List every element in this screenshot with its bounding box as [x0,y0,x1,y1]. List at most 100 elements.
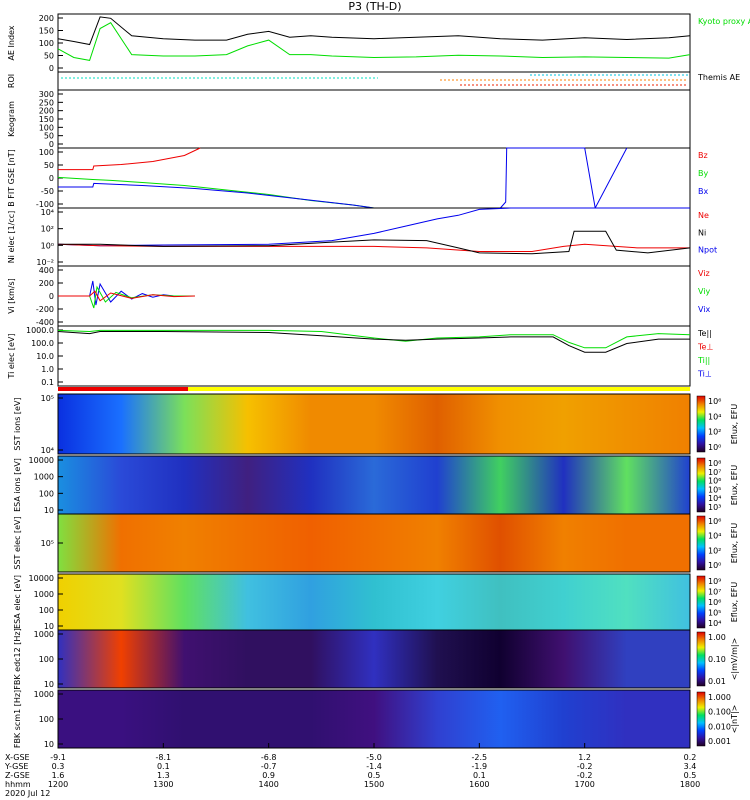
status-bar-red [58,387,188,391]
ephemeris-value: -1.9 [472,762,488,771]
y-tick-label: 10000 [29,574,54,583]
sst_ion-colorbar [696,395,706,453]
y-tick-label: 0 [49,64,54,73]
y-tick-label: 1.0 [41,365,54,374]
vi-panel-bg [58,266,690,326]
ti-series-te- [57,331,690,353]
ephemeris-value: 0.5 [684,771,697,780]
ephemeris-value: 0.3 [52,762,65,771]
esa_ion-colorbar [696,457,706,513]
ephemeris-value: 0.9 [262,771,275,780]
legend-entry: Kyoto proxy AE [698,17,750,26]
colorbar-tick-label: 10⁶ [708,397,721,406]
legend-entry: Ni [698,228,706,237]
y-tick-label: 0.1 [41,378,54,387]
legend-entry: Viz [698,269,710,278]
bfit-series-bx [58,147,628,210]
y-axis-label: ROI [7,74,16,88]
y-tick-label: 150 [39,27,54,36]
ni-panel-bg [58,208,690,266]
ae-series-kyoto-proxy-ae [57,22,691,61]
colorbar-label: <|mV/m|> [730,638,739,681]
colorbar-tick-label: 10⁸ [708,459,721,468]
ephemeris-label: hhmm [5,780,31,789]
ephemeris-value: -8.1 [156,753,172,762]
legend-entry: Viy [698,287,711,296]
ae-series-themis-ae [57,16,691,46]
y-tick-label: 1000 [34,630,54,639]
sst_ion-panel-frame [57,393,691,455]
y-axis-label: Keogram [7,101,16,137]
ephemeris-value: 0.1 [157,762,170,771]
colorbar-tick-label: 10⁴ [708,532,721,541]
y-tick-label: 100 [39,655,54,664]
y-tick-label: -50 [41,187,54,196]
y-axis-label: FBK scm1 [Hz] [13,690,22,748]
colorbar-tick-label: 10⁶ [708,598,721,607]
legend-entry: Npot [698,246,717,255]
ni-series-ni [58,230,691,255]
y-tick-label: -200 [36,305,54,314]
y-tick-label: 50 [44,52,54,61]
colorbar-tick-label: 10⁹ [708,577,721,586]
vi-series-viz [58,290,195,302]
colorbar-tick-label: 0.010 [708,722,731,731]
ephemeris-value: 1600 [469,780,489,789]
colorbar-label: Eflux, EFU [730,523,739,564]
y-tick-label: -400 [36,318,54,327]
y-tick-label: 10 [44,622,54,631]
y-tick-label: 0 [49,292,54,301]
y-tick-label: 10 [44,680,54,689]
colorbar-tick-label: 10⁴ [708,494,721,503]
fbk_edc12-spectrogram [58,630,690,688]
colorbar-tick-label: 1.000 [708,693,731,702]
legend-entry: Vix [698,305,711,314]
ephemeris-label: X-GSE [5,753,30,762]
y-tick-label: 100 [39,606,54,615]
ephemeris-value: 0.2 [684,753,697,762]
y-tick-label: 50 [44,161,54,170]
ephemeris-value: 3.4 [684,762,697,771]
colorbar-tick-label: 10⁵ [708,609,721,618]
ephemeris-value: 0.5 [368,771,381,780]
ephemeris-value: -0.2 [577,762,593,771]
ephemeris-value: 1700 [574,780,594,789]
y-tick-label: 150 [39,115,54,124]
ephemeris-value: -0.2 [577,771,593,780]
y-tick-label: 1000 [34,473,54,482]
sst_elec-spectrogram [58,514,690,572]
legend-entry: By [698,169,708,178]
colorbar-tick-label: 0.01 [708,677,726,686]
vi-series-vix [58,280,195,306]
y-tick-label: 10⁻² [36,258,54,267]
colorbar-tick-label: 1.00 [708,633,726,642]
legend-entry: Ne [698,211,709,220]
y-axis-label: Vi [km/s] [7,278,16,314]
y-tick-label: 100.0 [31,339,54,348]
colorbar-tick-label: 10⁷ [708,468,721,477]
colorbar-tick-label: 0.100 [708,708,731,717]
ephemeris-value: 1.6 [52,771,65,780]
y-axis-label: Ni elec [1/cc] [7,211,16,264]
ephemeris-value: -5.0 [366,753,382,762]
colorbar-label: Eflux, EFU [730,404,739,445]
esa_elec-spectrogram [58,574,690,630]
y-tick-label: 100 [39,489,54,498]
y-tick-label: 10.0 [36,352,54,361]
legend-entry: Ti|| [697,356,710,365]
y-axis-label: ESA ions [eV] [13,458,22,512]
y-tick-label: 200 [39,279,54,288]
y-tick-label: 100 [39,39,54,48]
colorbar-tick-label: 10² [708,428,721,437]
y-axis-label: AE Index [7,25,16,60]
y-tick-label: 10⁵ [41,394,54,403]
y-tick-label: 10⁴ [41,446,54,455]
fbk_scm1-spectrogram [58,690,690,748]
fbk_edc12-colorbar [696,631,706,687]
legend-entry: Te⊥ [697,343,713,352]
y-tick-label: 10 [44,740,54,749]
ephemeris-label: Y-GSE [4,762,28,771]
y-tick-label: 10 [44,506,54,515]
colorbar-label: Eflux, EFU [730,465,739,506]
legend-entry: Te|| [697,329,712,338]
